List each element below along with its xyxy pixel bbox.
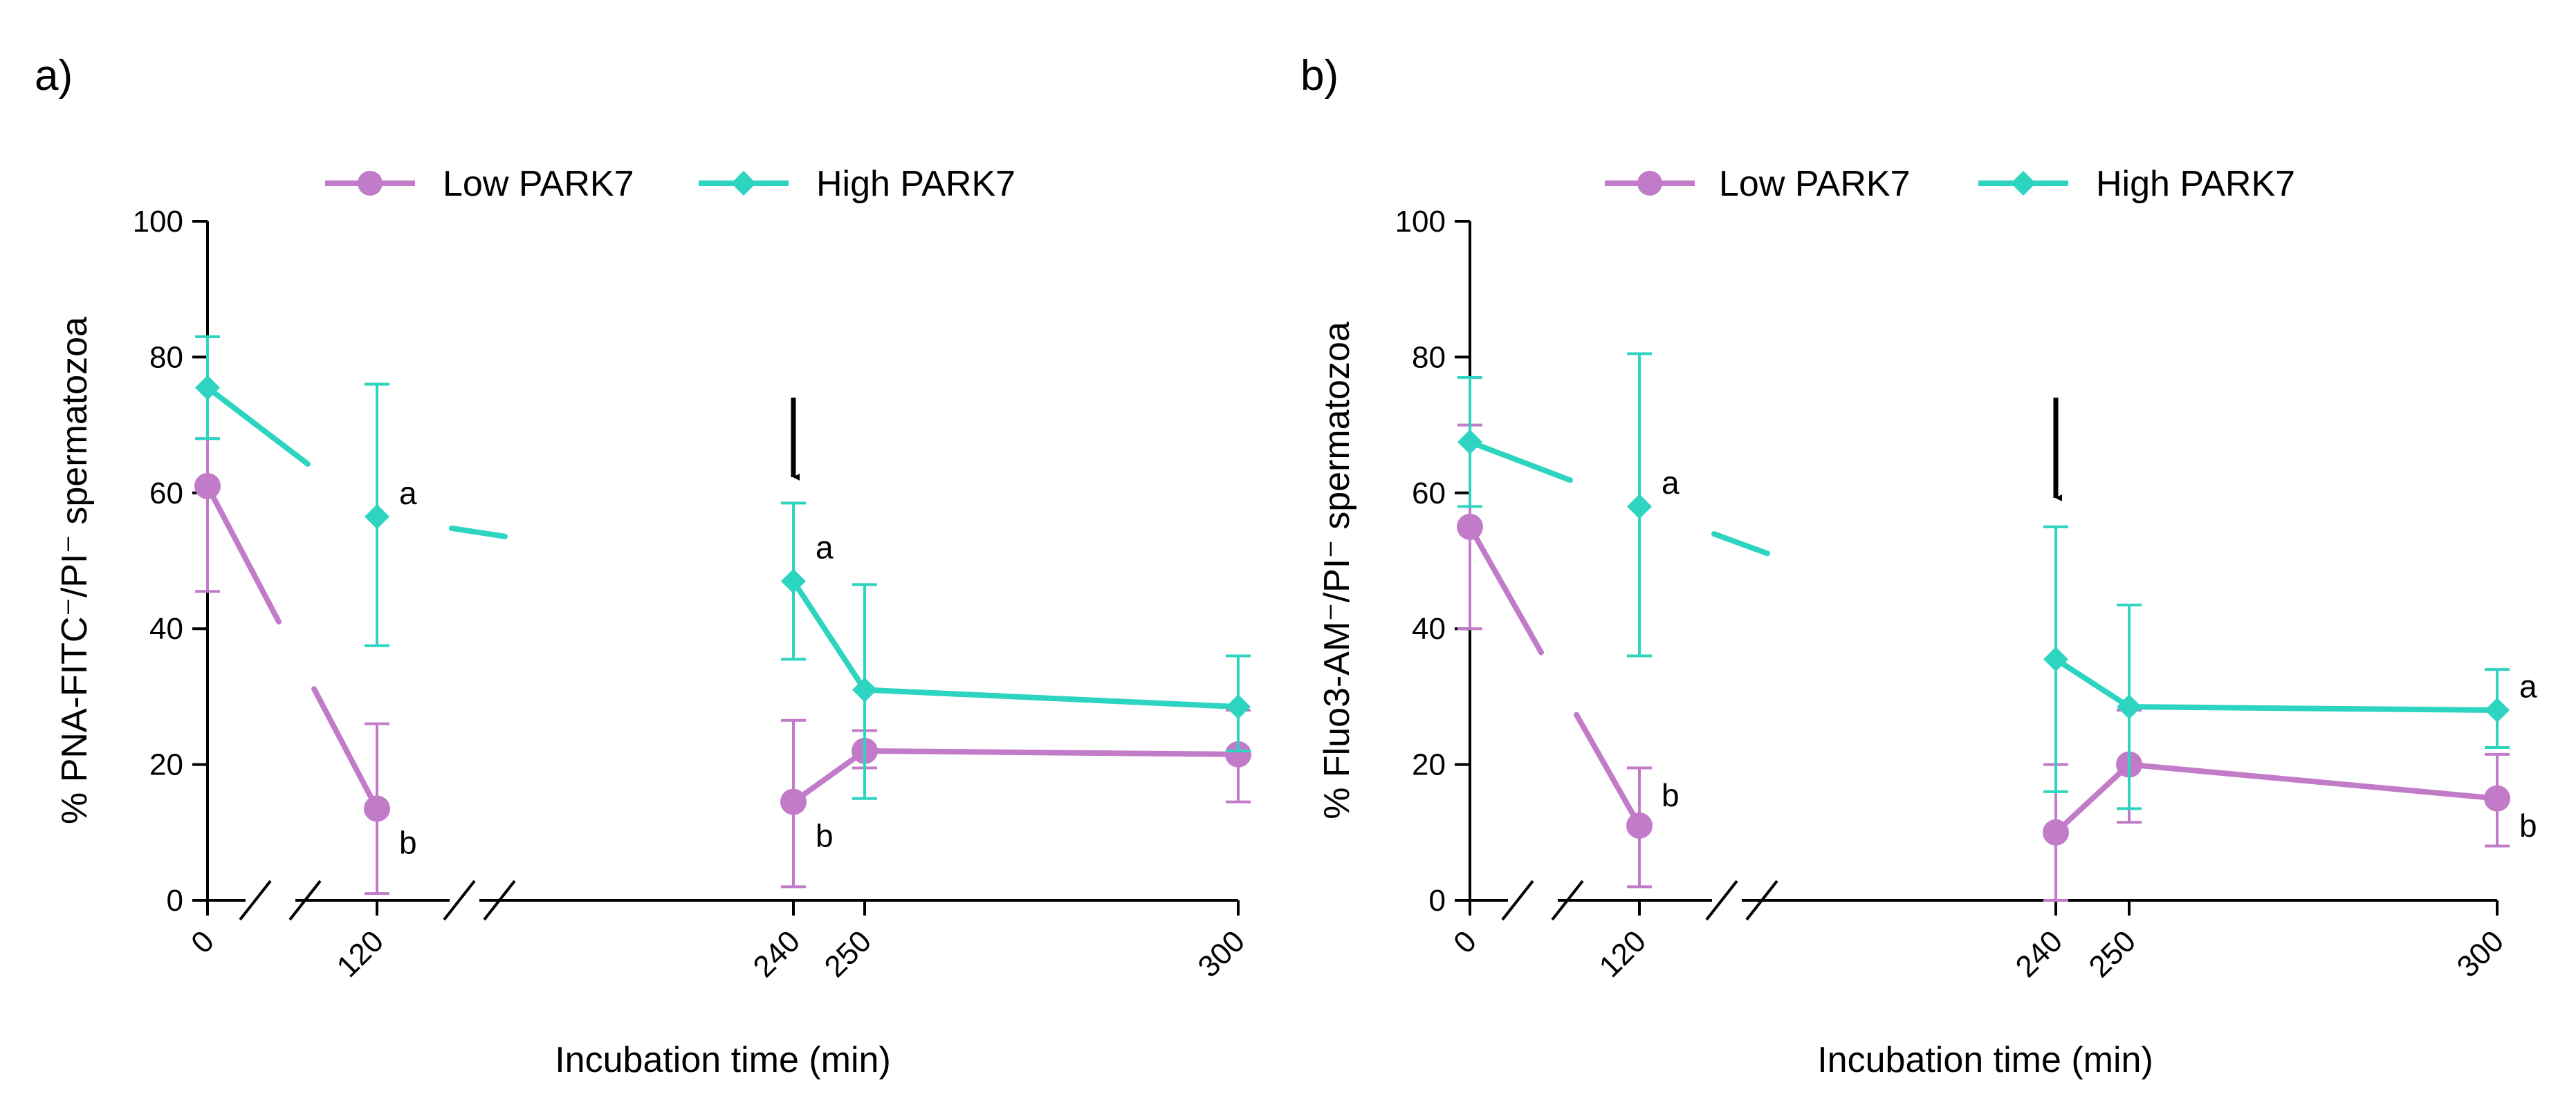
series-line-segment xyxy=(1574,712,1642,828)
y-axis-title: % Fluo3-AM⁻/PI⁻ spermatozoa xyxy=(1317,322,1357,819)
series-line-segment xyxy=(2053,761,2132,835)
y-tick-label: 20 xyxy=(149,748,183,782)
y-tick-label: 80 xyxy=(149,340,183,374)
series-line-segment xyxy=(791,578,867,693)
x-tick-label: 120 xyxy=(331,924,391,984)
y-tick-label: 100 xyxy=(1395,205,1446,239)
y-axis-title: % PNA-FITC⁻/PI⁻ spermatozoa xyxy=(55,317,95,824)
data-point-low xyxy=(1225,741,1251,768)
x-tick-label: 300 xyxy=(2451,924,2511,984)
panel-a-legend: Low PARK7 High PARK7 xyxy=(325,164,1015,204)
x-tick-label: 300 xyxy=(1192,924,1252,984)
x-axis-break-mark xyxy=(288,880,322,921)
series-line-segment xyxy=(862,687,1241,710)
x-axis-break-mark xyxy=(483,880,516,921)
data-point-high xyxy=(1627,494,1652,519)
significance-label: a xyxy=(816,529,834,565)
x-tick-label: 120 xyxy=(1593,924,1653,984)
data-point-high xyxy=(1457,429,1482,455)
data-point-high xyxy=(781,568,806,594)
series-line-segment xyxy=(311,686,380,812)
data-point-low xyxy=(364,795,390,822)
series-line-segment xyxy=(862,748,1241,757)
panel-a: a) Low PARK7 High PARK7 % PNA-FITC⁻/PI⁻ … xyxy=(35,52,1251,1080)
data-point-low xyxy=(1457,513,1483,540)
significance-label: b xyxy=(2519,808,2537,844)
series-line-segment xyxy=(2126,704,2500,714)
panel-a-label: a) xyxy=(35,52,73,100)
x-axis-break-mark xyxy=(443,880,476,921)
y-tick-label: 80 xyxy=(1412,340,1446,374)
data-point-low xyxy=(2043,819,2069,846)
y-tick-label: 100 xyxy=(133,205,183,239)
data-point-high xyxy=(2043,647,2068,672)
data-point-high xyxy=(852,677,877,703)
series-line-segment xyxy=(205,384,311,467)
series-line-segment xyxy=(449,525,508,539)
y-tick-label: 40 xyxy=(149,612,183,646)
data-point-low xyxy=(2484,785,2510,812)
legend-low-marker xyxy=(1637,171,1662,196)
data-point-low xyxy=(1626,812,1653,839)
y-tick-label: 60 xyxy=(149,476,183,510)
significance-label: a xyxy=(2519,669,2537,705)
x-axis-break-mark xyxy=(1501,880,1534,921)
panel-b-label: b) xyxy=(1300,52,1338,100)
x-axis-title: Incubation time (min) xyxy=(555,1040,891,1080)
y-tick-label: 40 xyxy=(1412,612,1446,646)
series-line-segment xyxy=(1467,439,1573,483)
x-axis-break-mark xyxy=(1745,880,1778,921)
x-axis-break-mark xyxy=(1551,880,1584,921)
x-tick-label: 0 xyxy=(185,924,221,960)
legend-low-label: Low PARK7 xyxy=(1719,164,1911,204)
data-point-high xyxy=(2485,698,2510,723)
legend-high-label: High PARK7 xyxy=(2096,164,2295,204)
significance-label: b xyxy=(1662,777,1680,813)
y-tick-label: 0 xyxy=(167,884,183,918)
significance-label: b xyxy=(399,825,417,861)
plot-area-a: 0 20 40 60 80 100 0 120 240 250 300 a b a b xyxy=(133,205,1251,984)
y-tick-label: 20 xyxy=(1412,748,1446,782)
legend-high-label: High PARK7 xyxy=(816,164,1015,204)
data-point-low xyxy=(780,788,807,815)
series-line-segment xyxy=(1711,531,1770,557)
legend-high-marker xyxy=(731,171,756,196)
plot-area-b: 0 20 40 60 80 100 0 120 240 250 300 a b a b xyxy=(1395,205,2537,984)
x-axis-break-mark xyxy=(239,880,272,921)
y-tick-label: 60 xyxy=(1412,476,1446,510)
y-tick-label: 0 xyxy=(1429,884,1446,918)
series-line-segment xyxy=(2053,656,2132,710)
x-tick-label: 0 xyxy=(1447,924,1483,960)
data-point-high xyxy=(2117,694,2142,720)
series-line-segment xyxy=(2126,761,2500,801)
significance-label: b xyxy=(816,818,834,854)
data-point-high xyxy=(365,504,389,530)
legend-high-marker xyxy=(2011,171,2036,196)
x-tick-label: 240 xyxy=(747,924,807,984)
data-point-high xyxy=(1226,694,1251,720)
data-point-high xyxy=(195,375,220,400)
series-line-segment xyxy=(1467,523,1544,656)
x-axis-title: Incubation time (min) xyxy=(1817,1040,2153,1080)
x-tick-label: 250 xyxy=(818,924,878,984)
x-tick-label: 250 xyxy=(2083,924,2143,984)
panel-b-legend: Low PARK7 High PARK7 xyxy=(1605,164,2295,204)
data-point-low xyxy=(194,472,221,499)
panel-b: b) Low PARK7 High PARK7 % Fluo3-AM⁻/PI⁻ … xyxy=(1300,52,2537,1080)
series-line-segment xyxy=(205,483,282,625)
x-axis-break-mark xyxy=(1705,880,1738,921)
series-line-segment xyxy=(791,748,867,805)
significance-label: a xyxy=(1662,465,1680,501)
x-tick-label: 240 xyxy=(2009,924,2070,984)
significance-label: a xyxy=(399,475,417,511)
legend-low-marker xyxy=(358,171,383,196)
legend-low-label: Low PARK7 xyxy=(443,164,634,204)
